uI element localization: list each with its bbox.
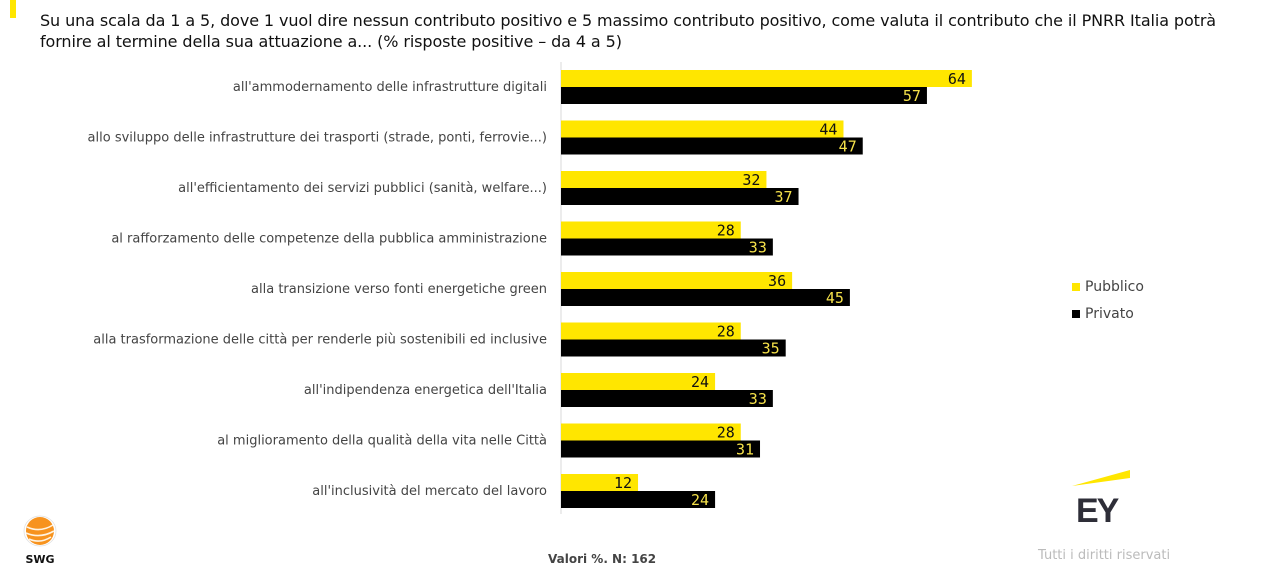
bar-privato bbox=[561, 188, 799, 205]
legend-swatch-pubblico bbox=[1072, 282, 1080, 291]
value-label-pubblico: 12 bbox=[614, 474, 632, 492]
bar-pubblico bbox=[561, 322, 741, 340]
category-label: all'indipendenza energetica dell'Italia bbox=[304, 383, 547, 398]
bar-privato bbox=[561, 339, 786, 357]
bar-pubblico bbox=[561, 423, 741, 441]
category-label: alla transizione verso fonti energetiche… bbox=[251, 282, 547, 297]
ey-beam-icon bbox=[1072, 470, 1130, 486]
value-label-pubblico: 44 bbox=[819, 121, 837, 139]
category-label: al miglioramento della qualità della vit… bbox=[217, 434, 547, 449]
ey-logo: EY bbox=[1070, 470, 1140, 530]
chart-marks: all'ammodernamento delle infrastrutture … bbox=[88, 70, 972, 509]
legend-item-privato: Privato bbox=[1072, 300, 1144, 327]
category-label: allo sviluppo delle infrastrutture dei t… bbox=[88, 131, 547, 146]
legend-label-privato: Privato bbox=[1085, 305, 1134, 322]
bar-pubblico bbox=[561, 120, 844, 138]
legend: Pubblico Privato bbox=[1072, 273, 1144, 327]
category-label: alla trasformazione delle città per rend… bbox=[93, 333, 547, 348]
legend-label-pubblico: Pubblico bbox=[1085, 278, 1144, 295]
category-label: al rafforzamento delle competenze della … bbox=[111, 232, 547, 247]
value-label-privato: 31 bbox=[736, 441, 754, 459]
value-label-pubblico: 64 bbox=[948, 70, 966, 88]
value-label-pubblico: 24 bbox=[691, 373, 709, 391]
bar-pubblico bbox=[561, 70, 972, 87]
swg-globe-icon bbox=[23, 515, 57, 547]
rights-text: Tutti i diritti riservati bbox=[1038, 548, 1171, 563]
value-label-pubblico: 28 bbox=[717, 424, 735, 442]
bar-privato bbox=[561, 289, 850, 306]
value-label-pubblico: 36 bbox=[768, 272, 786, 290]
bar-privato bbox=[561, 238, 773, 256]
category-label: all'efficientamento dei servizi pubblici… bbox=[178, 181, 547, 196]
bar-pubblico bbox=[561, 221, 741, 239]
bar-pubblico bbox=[561, 272, 793, 289]
bar-privato bbox=[561, 491, 716, 508]
bar-pubblico bbox=[561, 171, 767, 188]
value-label-pubblico: 32 bbox=[742, 171, 760, 189]
legend-swatch-privato bbox=[1072, 309, 1080, 318]
value-label-privato: 33 bbox=[749, 390, 767, 408]
accent-bar bbox=[10, 0, 16, 18]
bar-pubblico bbox=[561, 474, 639, 491]
swg-logo-text: SWG bbox=[25, 553, 55, 566]
value-label-privato: 45 bbox=[826, 289, 844, 307]
footnote: Valori %. N: 162 bbox=[548, 552, 657, 566]
value-label-privato: 24 bbox=[691, 491, 709, 509]
value-label-pubblico: 28 bbox=[717, 222, 735, 240]
value-label-privato: 37 bbox=[774, 188, 792, 206]
bar-privato bbox=[561, 390, 773, 407]
category-label: all'inclusività del mercato del lavoro bbox=[312, 484, 547, 499]
bar-privato bbox=[561, 137, 863, 155]
legend-item-pubblico: Pubblico bbox=[1072, 273, 1144, 300]
bar-pubblico bbox=[561, 373, 716, 390]
bar-privato bbox=[561, 440, 761, 458]
value-label-privato: 33 bbox=[749, 239, 767, 257]
value-label-privato: 47 bbox=[839, 138, 857, 156]
chart-title: Su una scala da 1 a 5, dove 1 vuol dire … bbox=[40, 11, 1217, 51]
value-label-privato: 35 bbox=[762, 340, 780, 358]
bar-privato bbox=[561, 87, 927, 104]
value-label-privato: 57 bbox=[903, 87, 921, 105]
category-label: all'ammodernamento delle infrastrutture … bbox=[233, 80, 547, 95]
swg-logo: SWG bbox=[20, 515, 60, 566]
value-label-pubblico: 28 bbox=[717, 323, 735, 341]
ey-logo-text: EY bbox=[1076, 492, 1119, 530]
